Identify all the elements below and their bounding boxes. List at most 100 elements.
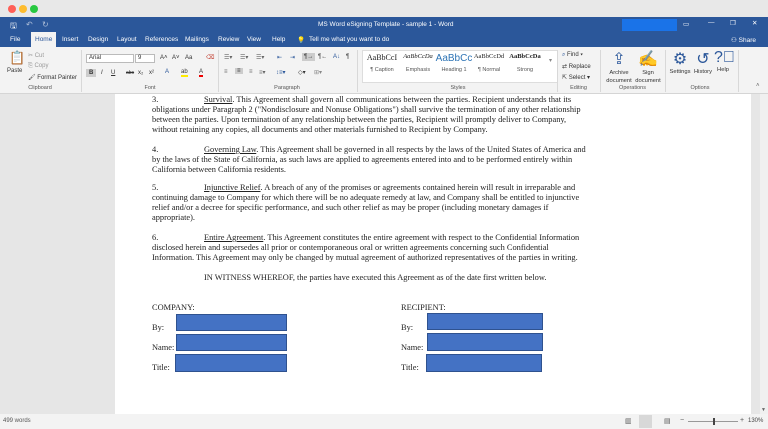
shrink-font-button[interactable]: A˅ bbox=[172, 55, 180, 61]
text-effects-icon[interactable]: A bbox=[165, 69, 170, 75]
zoom-in-button[interactable]: + bbox=[740, 417, 745, 424]
tab-view[interactable]: View bbox=[247, 36, 261, 43]
read-mode-icon[interactable]: ▥ bbox=[625, 418, 632, 425]
replace-button[interactable]: ⇄ Replace bbox=[562, 63, 591, 70]
window-title: MS Word eSigning Template - sample 1 - W… bbox=[318, 21, 454, 28]
tab-home[interactable]: Home bbox=[31, 32, 57, 47]
company-name-label: Name: bbox=[152, 343, 175, 352]
highlight-icon[interactable]: ab bbox=[181, 69, 188, 77]
print-layout-icon[interactable] bbox=[639, 415, 652, 428]
share-button[interactable]: ⚇ Share bbox=[731, 36, 756, 44]
line-spacing-icon[interactable]: ↕≡▾ bbox=[276, 70, 286, 76]
font-color-icon[interactable]: A bbox=[199, 69, 204, 77]
recipient-signature-field[interactable] bbox=[427, 313, 543, 330]
history-button[interactable]: ↺ History bbox=[692, 49, 714, 75]
scroll-down-icon[interactable]: ▼ bbox=[761, 407, 766, 413]
font-name-select[interactable]: Arial bbox=[86, 54, 134, 63]
shading-icon[interactable]: ◇▾ bbox=[298, 70, 306, 76]
vertical-scrollbar[interactable]: ▼ bbox=[760, 94, 768, 414]
settings-button[interactable]: ⚙ Settings bbox=[668, 49, 692, 75]
select-label: Select bbox=[568, 75, 586, 81]
sign-document-button[interactable]: ✍ Sign document bbox=[634, 49, 662, 85]
subscript-button[interactable]: x₂ bbox=[138, 70, 144, 76]
align-left-icon[interactable]: ≡ bbox=[224, 69, 228, 75]
style-emphasis[interactable]: AaBbCcDa Emphasis bbox=[399, 53, 437, 73]
tab-layout[interactable]: Layout bbox=[117, 36, 137, 43]
company-signature-field[interactable] bbox=[176, 314, 287, 331]
close-window-button[interactable] bbox=[8, 5, 16, 13]
increase-indent-icon[interactable]: ⇥ bbox=[290, 55, 296, 61]
ribbon-display-icon[interactable]: ▭ bbox=[683, 21, 690, 28]
divider bbox=[218, 50, 219, 92]
style-normal[interactable]: AaBbCcDd ¶ Normal bbox=[470, 53, 508, 73]
tab-help[interactable]: Help bbox=[272, 36, 286, 43]
multilevel-list-icon[interactable]: ☰▾ bbox=[256, 55, 265, 61]
paragraph-survival: 3. Survival. This Agreement shall govern … bbox=[152, 95, 590, 135]
close-icon[interactable]: ✕ bbox=[752, 20, 758, 27]
find-button[interactable]: ⌕ Find ▾ bbox=[562, 52, 583, 58]
cursor-icon: ⇱ bbox=[562, 75, 568, 81]
align-right-icon[interactable]: ≡ bbox=[249, 69, 253, 75]
grow-font-button[interactable]: A˄ bbox=[160, 55, 168, 61]
copy-button[interactable]: ⎘ Copy bbox=[28, 63, 49, 69]
collapse-ribbon-icon[interactable]: ˄ bbox=[756, 83, 760, 89]
cut-button[interactable]: ✂ Cut bbox=[28, 53, 45, 59]
style-caption[interactable]: AaBbCcI ¶ Caption bbox=[363, 53, 401, 73]
decrease-indent-icon[interactable]: ⇤ bbox=[277, 55, 283, 61]
tab-file[interactable]: File bbox=[10, 36, 21, 43]
company-title-field[interactable] bbox=[175, 354, 287, 372]
tab-insert[interactable]: Insert bbox=[62, 36, 79, 43]
align-center-icon[interactable]: ≡ bbox=[235, 68, 243, 74]
tab-references[interactable]: References bbox=[145, 36, 179, 43]
superscript-button[interactable]: x² bbox=[149, 70, 154, 76]
bold-button[interactable]: B bbox=[86, 69, 97, 77]
minimize-window-button[interactable] bbox=[19, 5, 27, 13]
select-button[interactable]: ⇱ Select ▾ bbox=[562, 75, 591, 81]
numbering-icon[interactable]: ☰▾ bbox=[240, 55, 249, 61]
format-painter-button[interactable]: 🖌 Format Painter bbox=[28, 75, 77, 81]
redo-icon[interactable]: ↻ bbox=[42, 20, 49, 29]
style-name: ¶ Normal bbox=[477, 67, 501, 73]
help-button[interactable]: ?⃝ Help bbox=[714, 49, 735, 73]
recipient-name-field[interactable] bbox=[427, 333, 543, 351]
bullets-icon[interactable]: ☰▾ bbox=[224, 55, 233, 61]
company-by-label: By: bbox=[152, 323, 165, 332]
clear-formatting-icon[interactable]: ⌫ bbox=[206, 55, 215, 61]
company-name-field[interactable] bbox=[176, 334, 287, 351]
style-heading-1[interactable]: AaBbCc Heading 1 bbox=[435, 53, 473, 73]
sort-icon[interactable]: A↓ bbox=[333, 54, 341, 60]
strikethrough-button[interactable]: abc bbox=[126, 70, 135, 76]
justify-icon[interactable]: ≡▾ bbox=[259, 70, 266, 76]
font-size-select[interactable]: 9 bbox=[135, 54, 155, 63]
rtl-icon[interactable]: ¶← bbox=[318, 54, 328, 60]
show-marks-icon[interactable]: ¶ bbox=[346, 54, 350, 60]
zoom-out-button[interactable]: − bbox=[680, 417, 685, 424]
minimize-icon[interactable]: — bbox=[708, 19, 715, 26]
ltr-icon[interactable]: ¶→ bbox=[302, 53, 316, 61]
undo-icon[interactable]: ↶ bbox=[26, 20, 33, 29]
archive-document-button[interactable]: ⇪ Archive document bbox=[603, 49, 635, 85]
tab-design[interactable]: Design bbox=[88, 36, 109, 43]
underline-button[interactable]: U bbox=[111, 70, 116, 76]
style-strong[interactable]: AaBbCcDa Strong bbox=[506, 53, 544, 73]
tell-me-search[interactable]: Tell me what you want to do bbox=[309, 36, 390, 43]
title-and-tab-bar: 🖫 ↶ ↻ MS Word eSigning Template - sample… bbox=[0, 17, 768, 47]
tab-review[interactable]: Review bbox=[218, 36, 240, 43]
restore-icon[interactable]: ❐ bbox=[730, 20, 736, 27]
change-case-button[interactable]: Aa bbox=[185, 55, 193, 61]
styles-more-icon[interactable]: ▾ bbox=[549, 58, 553, 64]
tab-mailings[interactable]: Mailings bbox=[185, 36, 209, 43]
paste-button[interactable]: Paste bbox=[7, 68, 23, 74]
word-count[interactable]: 499 words bbox=[3, 418, 31, 424]
paste-icon[interactable]: 📋 bbox=[9, 50, 26, 65]
zoom-slider-thumb[interactable] bbox=[713, 418, 715, 425]
italic-button[interactable]: I bbox=[101, 70, 103, 76]
borders-icon[interactable]: ⊞▾ bbox=[314, 70, 323, 76]
zoom-level[interactable]: 130% bbox=[748, 418, 764, 424]
save-icon[interactable]: 🖫 bbox=[10, 21, 17, 30]
web-layout-icon[interactable]: ▤ bbox=[664, 418, 671, 425]
recipient-title-field[interactable] bbox=[426, 354, 542, 372]
zoom-window-button[interactable] bbox=[30, 5, 38, 13]
divider bbox=[600, 50, 601, 92]
account-box[interactable] bbox=[622, 19, 677, 31]
